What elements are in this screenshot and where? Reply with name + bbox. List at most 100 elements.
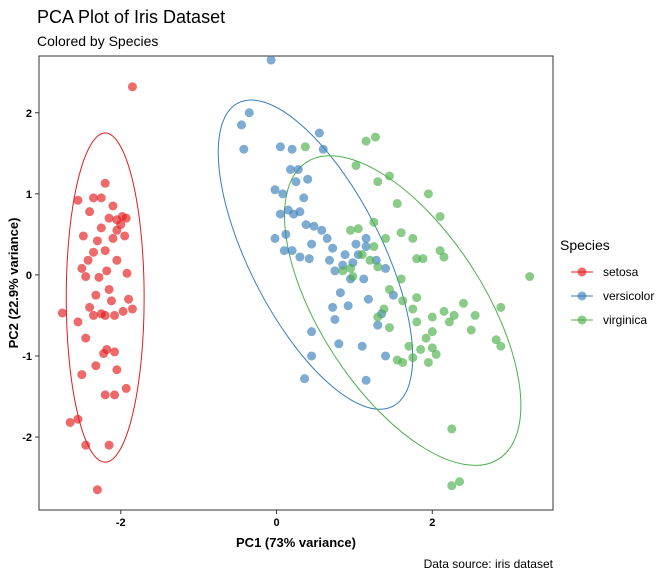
point-virginica xyxy=(439,252,449,262)
point-virginica xyxy=(379,304,389,314)
point-versicolor xyxy=(334,339,344,349)
point-versicolor xyxy=(299,193,309,203)
point-versicolor xyxy=(303,174,313,184)
point-virginica xyxy=(392,199,402,209)
legend-key-virginica xyxy=(577,315,587,325)
point-virginica xyxy=(408,233,418,243)
point-setosa xyxy=(81,333,91,343)
point-setosa xyxy=(85,302,95,312)
point-setosa xyxy=(110,310,120,320)
point-virginica xyxy=(439,306,449,316)
point-versicolor xyxy=(381,263,391,273)
point-virginica xyxy=(447,424,457,434)
point-virginica xyxy=(361,136,371,146)
point-versicolor xyxy=(373,320,383,330)
point-setosa xyxy=(100,390,110,400)
point-virginica xyxy=(373,312,383,322)
point-versicolor xyxy=(330,314,340,324)
point-setosa xyxy=(91,290,101,300)
y-tick-label: -1 xyxy=(22,351,32,363)
point-setosa xyxy=(108,233,118,243)
point-versicolor xyxy=(286,165,296,174)
point-virginica xyxy=(408,353,418,363)
point-setosa xyxy=(112,365,122,375)
point-setosa xyxy=(89,310,99,320)
points-layer xyxy=(57,55,535,495)
point-versicolor xyxy=(295,252,305,262)
point-setosa xyxy=(100,178,110,188)
point-virginica xyxy=(338,266,348,276)
point-virginica xyxy=(373,177,383,187)
point-virginica xyxy=(384,171,394,181)
point-versicolor xyxy=(328,302,338,312)
legend: Species setosa versicolor virginica xyxy=(560,237,654,327)
point-setosa xyxy=(112,225,122,235)
x-axis-title: PC1 (73% variance) xyxy=(236,535,356,550)
point-versicolor xyxy=(300,374,310,384)
plot-panel xyxy=(38,55,554,511)
legend-key-setosa xyxy=(577,267,587,277)
point-versicolor xyxy=(281,229,291,239)
point-versicolor xyxy=(270,233,280,243)
point-virginica xyxy=(404,341,414,351)
point-virginica xyxy=(496,302,506,312)
point-versicolor xyxy=(244,108,254,118)
point-setosa xyxy=(127,304,137,314)
point-virginica xyxy=(412,293,422,303)
point-setosa xyxy=(91,361,101,371)
point-virginica xyxy=(458,298,468,308)
point-versicolor xyxy=(361,242,371,252)
point-setosa xyxy=(110,347,120,357)
point-virginica xyxy=(435,212,445,222)
point-versicolor xyxy=(239,144,249,154)
point-virginica xyxy=(369,242,379,252)
point-virginica xyxy=(423,189,433,199)
point-versicolor xyxy=(275,142,285,152)
point-versicolor xyxy=(317,225,327,235)
point-versicolor xyxy=(287,144,297,154)
point-setosa xyxy=(104,213,114,223)
point-versicolor xyxy=(361,233,371,243)
point-setosa xyxy=(102,266,112,276)
point-setosa xyxy=(124,294,134,304)
point-versicolor xyxy=(322,233,332,243)
point-setosa xyxy=(121,213,131,223)
point-virginica xyxy=(427,343,437,353)
point-virginica xyxy=(392,355,402,365)
point-setosa xyxy=(104,284,114,294)
point-setosa xyxy=(99,349,109,359)
point-versicolor xyxy=(236,120,246,130)
point-versicolor xyxy=(363,294,373,304)
point-virginica xyxy=(423,357,433,367)
point-virginica xyxy=(496,341,506,351)
point-virginica xyxy=(346,263,356,273)
point-virginica xyxy=(431,349,441,359)
point-versicolor xyxy=(270,185,280,195)
point-virginica xyxy=(353,224,363,234)
point-virginica xyxy=(373,262,383,272)
ellipse-setosa xyxy=(65,132,145,463)
point-virginica xyxy=(348,272,358,282)
point-virginica xyxy=(396,228,406,238)
point-virginica xyxy=(351,160,361,170)
point-setosa xyxy=(121,383,131,393)
point-setosa xyxy=(89,247,99,257)
point-versicolor xyxy=(309,221,319,231)
chart-subtitle: Colored by Species xyxy=(37,33,158,49)
point-versicolor xyxy=(304,254,314,264)
data-source-caption: Data source: iris dataset xyxy=(424,557,554,571)
legend-label-versicolor: versicolor xyxy=(603,289,654,303)
point-virginica xyxy=(369,217,379,227)
point-versicolor xyxy=(340,250,350,260)
point-virginica xyxy=(525,272,535,282)
point-setosa xyxy=(127,82,137,92)
point-setosa xyxy=(100,310,110,320)
point-versicolor xyxy=(328,243,338,253)
point-virginica xyxy=(421,333,431,343)
point-versicolor xyxy=(293,165,303,174)
point-setosa xyxy=(73,195,83,205)
y-tick-label: 2 xyxy=(26,108,32,120)
point-virginica xyxy=(346,225,356,235)
point-setosa xyxy=(57,308,67,318)
point-setosa xyxy=(96,193,106,203)
